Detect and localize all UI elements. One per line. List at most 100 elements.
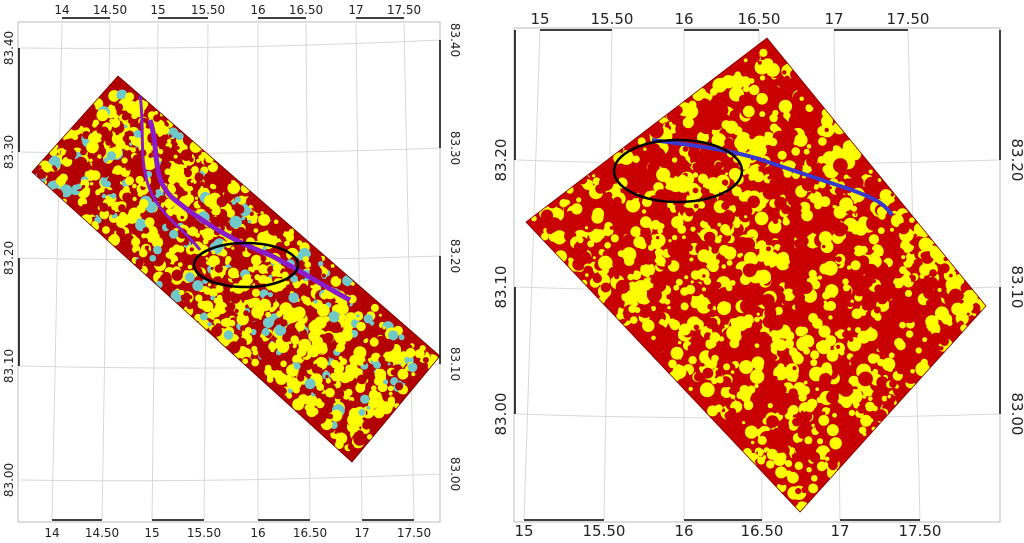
- texture-patch: [422, 357, 429, 363]
- texture-patch: [257, 231, 270, 244]
- texture-patch: [730, 318, 740, 328]
- texture-patch: [338, 313, 346, 321]
- texture-patch: [277, 235, 280, 239]
- texture-patch: [744, 349, 751, 356]
- texture-patch: [739, 332, 755, 348]
- texture-patch: [80, 214, 93, 226]
- texture-patch: [667, 201, 674, 209]
- texture-patch: [390, 369, 398, 376]
- texture-patch: [776, 53, 789, 66]
- texture-patch: [721, 201, 730, 210]
- texture-patch: [699, 120, 713, 135]
- texture-patch: [798, 393, 807, 402]
- texture-patch: [646, 287, 662, 303]
- texture-patch: [103, 157, 109, 163]
- texture-patch: [777, 363, 785, 371]
- texture-patch: [199, 259, 203, 264]
- texture-patch: [310, 344, 315, 349]
- texture-patch: [779, 246, 784, 251]
- texture-patch: [102, 226, 110, 234]
- texture-patch: [666, 109, 679, 122]
- texture-patch: [689, 112, 695, 118]
- texture-patch: [288, 292, 300, 304]
- texture-patch: [859, 275, 874, 289]
- texture-patch: [777, 405, 788, 416]
- texture-patch: [98, 187, 105, 193]
- texture-patch: [866, 216, 881, 231]
- texture-patch: [723, 363, 731, 371]
- texture-patch: [77, 170, 85, 178]
- texture-patch: [800, 326, 809, 335]
- texture-patch: [325, 387, 335, 398]
- texture-patch: [125, 164, 132, 171]
- texture-patch: [402, 351, 409, 358]
- texture-patch: [918, 237, 933, 252]
- texture-patch: [769, 171, 777, 180]
- texture-patch: [153, 114, 161, 123]
- texture-patch: [711, 246, 719, 254]
- texture-patch: [290, 335, 299, 344]
- texture-patch: [258, 213, 271, 226]
- texture-patch: [840, 295, 846, 300]
- right-left-tick-label: 83.00: [492, 393, 510, 436]
- texture-patch: [749, 84, 760, 96]
- texture-patch: [353, 432, 367, 446]
- texture-patch: [581, 209, 591, 219]
- texture-patch: [899, 321, 906, 329]
- texture-patch: [728, 407, 737, 417]
- texture-patch: [923, 287, 935, 300]
- texture-patch: [758, 466, 770, 477]
- texture-patch: [915, 361, 930, 377]
- texture-patch: [634, 307, 641, 313]
- texture-patch: [842, 330, 850, 339]
- texture-patch: [123, 124, 128, 129]
- texture-patch: [714, 281, 722, 289]
- texture-patch: [913, 248, 917, 252]
- texture-patch: [803, 380, 808, 385]
- texture-patch: [653, 324, 666, 338]
- texture-patch: [889, 380, 897, 388]
- texture-patch: [96, 128, 103, 134]
- texture-patch: [395, 382, 404, 391]
- texture-patch: [742, 170, 747, 176]
- texture-patch: [302, 256, 309, 263]
- texture-patch: [724, 137, 734, 147]
- texture-patch: [706, 177, 721, 191]
- texture-patch: [351, 282, 355, 286]
- texture-patch: [381, 338, 395, 352]
- texture-patch: [804, 402, 815, 413]
- texture-patch: [733, 210, 741, 217]
- texture-patch: [416, 372, 426, 383]
- texture-patch: [330, 429, 334, 433]
- texture-patch: [95, 190, 101, 196]
- texture-patch: [904, 289, 913, 298]
- texture-patch: [879, 189, 893, 202]
- texture-patch: [727, 294, 732, 299]
- texture-patch: [266, 376, 274, 383]
- texture-patch: [844, 308, 850, 313]
- texture-patch: [252, 263, 260, 271]
- texture-patch: [108, 234, 120, 246]
- texture-patch: [734, 269, 743, 278]
- texture-patch: [850, 299, 854, 303]
- texture-patch: [792, 366, 797, 371]
- texture-patch: [273, 219, 279, 225]
- texture-patch: [244, 327, 252, 334]
- texture-patch: [773, 276, 778, 281]
- texture-patch: [742, 421, 746, 425]
- texture-patch: [347, 413, 360, 427]
- right-bottom-axis: 15 15.50 16 16.50 17 17.50: [514, 519, 941, 540]
- texture-patch: [600, 282, 611, 293]
- texture-patch: [102, 90, 109, 97]
- texture-patch: [367, 358, 371, 362]
- texture-patch: [698, 269, 705, 276]
- texture-patch: [370, 303, 379, 312]
- texture-patch: [847, 197, 851, 201]
- texture-patch: [80, 148, 87, 156]
- texture-patch: [929, 332, 943, 346]
- texture-patch: [220, 249, 228, 257]
- texture-patch: [672, 364, 687, 379]
- texture-patch: [705, 318, 717, 329]
- texture-patch: [874, 409, 887, 422]
- texture-patch: [651, 335, 656, 341]
